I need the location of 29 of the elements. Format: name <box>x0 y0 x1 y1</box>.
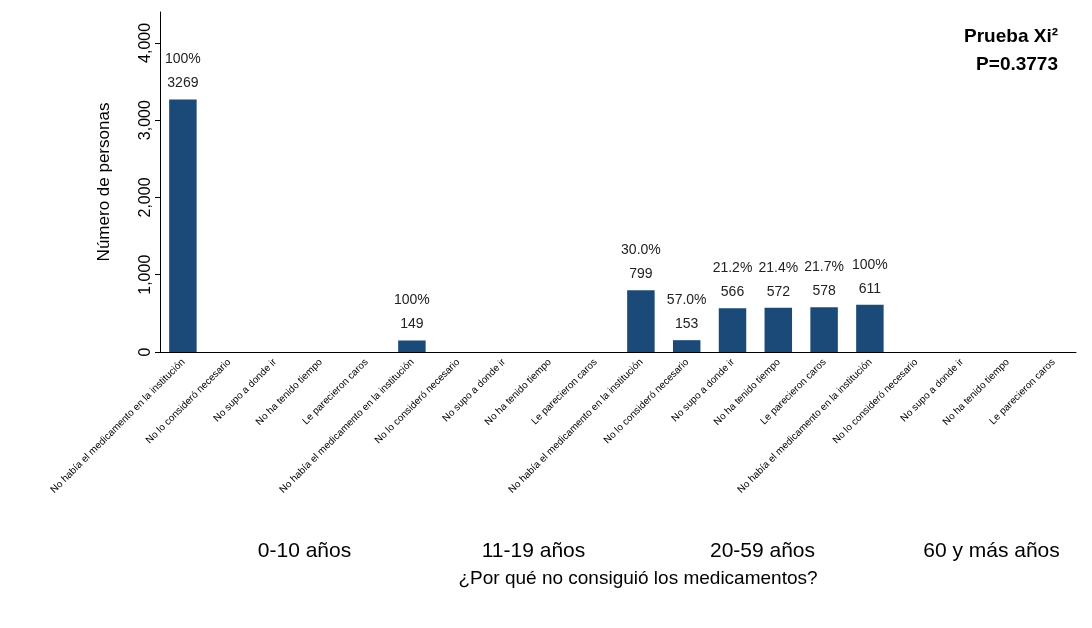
text: 0-10 años <box>257 538 352 561</box>
x-axis-title: ¿Por qué no consiguió los medicamentos? <box>458 567 818 588</box>
y-axis-title: Número de personas <box>94 102 113 262</box>
bar <box>398 340 426 352</box>
bar <box>627 290 655 352</box>
bar <box>856 304 884 352</box>
data-label: 100% 3269 <box>164 50 201 91</box>
y-tick-label: 2,000 <box>135 177 153 218</box>
data-label: 100% 611 <box>851 255 888 296</box>
text: 60 y más años <box>923 538 1060 561</box>
data-label: 57.0% 153 <box>666 291 707 332</box>
data-label: 100% 149 <box>393 291 430 332</box>
data-label: 21.2% 566 <box>712 259 753 300</box>
bar <box>810 307 838 352</box>
y-tick-label: 1,000 <box>135 254 153 295</box>
bar <box>169 99 197 352</box>
y-tick-label: 0 <box>135 347 153 357</box>
y-tick-label: 4,000 <box>135 22 153 63</box>
y-tick-label: 3,000 <box>135 100 153 141</box>
data-label: 30.0% 799 <box>621 241 661 282</box>
bar <box>764 307 793 352</box>
annotation: P=0.3773 <box>976 53 1059 74</box>
annotation: Prueba Xi² <box>964 25 1059 46</box>
text: 20-59 años <box>709 538 816 561</box>
bar <box>718 308 747 352</box>
data-label: 21.4% 572 <box>758 258 799 299</box>
data-label: 21.7% 578 <box>804 258 844 299</box>
bar <box>672 340 701 352</box>
text: 11-19 años <box>481 538 586 561</box>
